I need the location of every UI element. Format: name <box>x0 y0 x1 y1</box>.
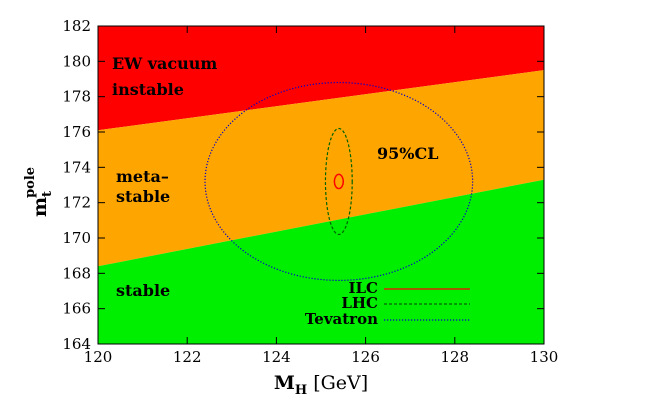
y-tick-label: 170 <box>62 229 91 247</box>
x-tick-label: 128 <box>440 348 469 366</box>
y-tick-label: 180 <box>62 52 91 70</box>
y-tick-label: 182 <box>62 17 91 35</box>
plot-frame <box>97 25 545 345</box>
x-tick-label: 124 <box>262 348 291 366</box>
y-tick-label: 164 <box>62 335 91 353</box>
x-tick-label: 130 <box>530 348 559 366</box>
region-metastable <box>98 70 544 267</box>
y-tick-label: 174 <box>62 158 91 176</box>
region-label-metastable: stable <box>116 187 170 206</box>
y-tick-label: 168 <box>62 264 91 282</box>
legend: ILC LHC Tevatron <box>305 279 470 328</box>
y-tick-label: 176 <box>62 123 91 141</box>
y-tick-label: 172 <box>62 194 91 212</box>
region-label-instable: instable <box>112 80 184 99</box>
y-tick-label: 178 <box>62 88 91 106</box>
legend-label-ilc: ILC <box>348 279 378 297</box>
x-tick-label: 126 <box>351 348 380 366</box>
x-tick-label: 122 <box>173 348 202 366</box>
region-instable <box>98 26 544 131</box>
ellipse-lhc <box>324 127 353 236</box>
x-tick-label: 120 <box>84 348 113 366</box>
region-label-ew-vacuum: EW vacuum <box>112 54 217 73</box>
y-tick-label: 166 <box>62 300 91 318</box>
legend-label-lhc: LHC <box>341 294 378 312</box>
ellipse-tevatron <box>204 81 474 281</box>
y-axis-title: mtpole <box>23 167 55 217</box>
region-stable <box>98 179 544 344</box>
x-axis-title: MH [GeV] <box>274 372 368 398</box>
region-label-meta: meta– <box>116 167 169 186</box>
ellipse-ilc <box>333 173 345 190</box>
region-label-stable: stable <box>116 281 170 300</box>
confidence-level-annotation: 95%CL <box>377 144 438 163</box>
legend-label-tevatron: Tevatron <box>305 310 378 328</box>
